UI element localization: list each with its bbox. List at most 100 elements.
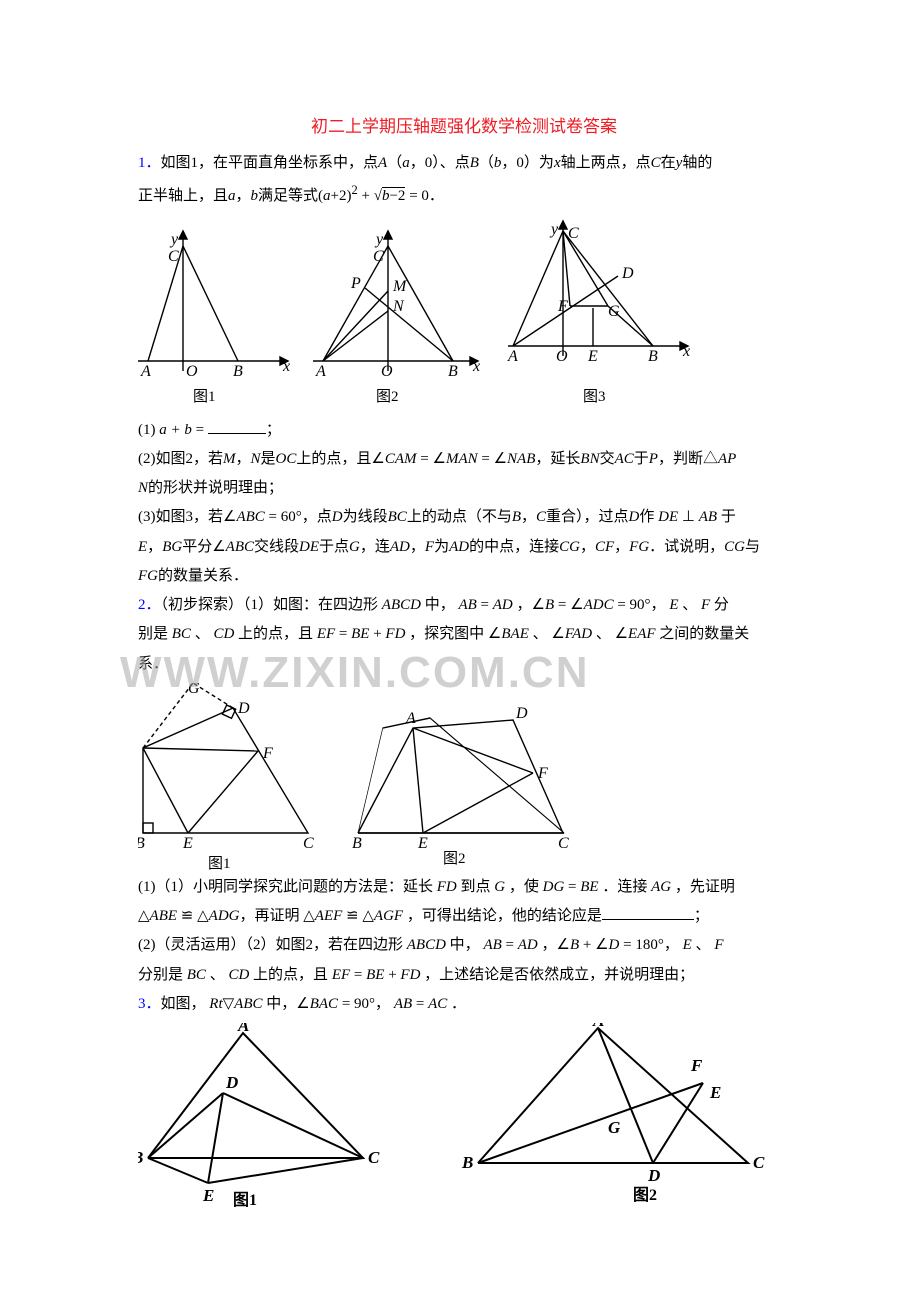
eq: ∠CAM = ∠MAN = ∠NAB (371, 451, 535, 467)
t: 上的动点（不与 (407, 509, 512, 525)
t: （初步探索）（1）如图：在四边形 (161, 597, 379, 613)
t: ABC (234, 996, 262, 1012)
t: 、 (533, 626, 548, 642)
t: b (251, 188, 259, 204)
t: 的形状并说明理由； (148, 480, 283, 496)
t: ， (410, 539, 425, 555)
svg-text:G: G (608, 1118, 621, 1137)
svg-text:C: C (373, 248, 384, 265)
t: 轴上两点，点 (561, 155, 651, 171)
t: E (138, 539, 147, 555)
t: 轴的 (682, 155, 712, 171)
eq: DE ⊥ AB (654, 509, 720, 525)
t: (1)（1）小明同学探究此问题的方法是：延长 (138, 879, 433, 895)
t: BG (162, 539, 182, 555)
t: 如图， (161, 996, 206, 1012)
t: 交 (600, 451, 615, 467)
t: BC (172, 626, 191, 642)
p1-q3a: (3)如图3，若∠ABC = 60°，点D为线段BC上的动点（不与B，C重合），… (138, 503, 790, 532)
p2-line1: 2．（初步探索）（1）如图：在四边形 ABCD 中， AB = AD ，∠B =… (138, 591, 790, 620)
t: ， (375, 996, 390, 1012)
t: 、 (596, 626, 611, 642)
t: 的数量关系． (158, 568, 248, 584)
svg-text:F: F (537, 765, 548, 782)
t: = (192, 422, 208, 438)
t: ，连 (360, 539, 390, 555)
svg-text:B: B (461, 1153, 473, 1172)
t: AP (718, 451, 736, 467)
t: (2)如图2，若 (138, 451, 223, 467)
p1-q2: (2)如图2，若M，N是OC上的点，且∠CAM = ∠MAN = ∠NAB，延长… (138, 445, 790, 474)
t: 分别是 (138, 967, 183, 983)
t: AD (449, 539, 469, 555)
p3-line1: 3．如图， Rt▽ABC 中，∠BAC = 90°， AB = AC ． (138, 990, 790, 1019)
t: ，探究图中 (409, 626, 484, 642)
t: CG (559, 539, 580, 555)
t: B (470, 155, 479, 171)
t: （ (479, 155, 494, 171)
t: (1) (138, 422, 159, 438)
t: ，判断△ (658, 451, 718, 467)
t: 中， (425, 597, 455, 613)
svg-text:E: E (417, 835, 428, 852)
svg-text:B: B (138, 1148, 143, 1167)
p2-fig1-label: 图1 (208, 855, 231, 872)
t: C (536, 509, 546, 525)
t: OC (276, 451, 297, 467)
svg-text:B: B (233, 363, 243, 380)
p1-q1: (1) a + b = ； (138, 416, 790, 445)
svg-text:x: x (682, 343, 690, 360)
svg-text:C: C (753, 1153, 765, 1172)
t: 到点 (461, 879, 491, 895)
p1-fig1-label: 图1 (193, 388, 216, 405)
svg-text:E: E (202, 1186, 214, 1205)
blank (208, 419, 266, 434)
p1-fig3-label: 图3 (583, 388, 606, 405)
t: ， (147, 539, 162, 555)
svg-text:B: B (352, 835, 362, 852)
p3-fig2-label: 图2 (633, 1186, 657, 1204)
t: a (228, 188, 236, 204)
t: ， (580, 539, 595, 555)
t: 之间的数量关 (659, 626, 749, 642)
t: ABCD (407, 937, 446, 953)
p1-q3b: E，BG平分∠ABC交线段DE于点G，连AD，F为AD的中点，连接CG，CF，F… (138, 533, 790, 562)
t: ABCD (382, 597, 421, 613)
t: ， (651, 597, 666, 613)
t: ．试说明， (649, 539, 724, 555)
svg-text:E: E (587, 348, 598, 365)
t: ，使 (509, 879, 539, 895)
svg-text:C: C (168, 248, 179, 265)
t: a (402, 155, 410, 171)
t: ， (541, 937, 556, 953)
svg-text:G: G (608, 303, 620, 320)
t: 正半轴上，且 (138, 188, 228, 204)
svg-text:C: C (558, 835, 569, 852)
svg-text:O: O (381, 363, 393, 380)
p1-figures: y C A O B x y C (138, 216, 790, 416)
blank (602, 905, 694, 920)
eq: (a+2)2 + √b−2 = 0 (318, 188, 429, 204)
svg-text:D: D (515, 705, 528, 722)
svg-text:N: N (392, 298, 405, 315)
t: CG (724, 539, 745, 555)
t: FG (138, 568, 158, 584)
eq: a + b (159, 422, 192, 438)
t: E (683, 937, 692, 953)
svg-text:A: A (315, 363, 326, 380)
t: D (629, 509, 640, 525)
t: 平分 (182, 539, 212, 555)
p2-q1b: △ABE ≌ △ADG，再证明 △AEF ≌ △AGF ，可得出结论，他的结论应… (138, 902, 790, 931)
svg-text:M: M (392, 278, 408, 295)
t: G (349, 539, 360, 555)
t: 中， (266, 996, 296, 1012)
svg-text:F: F (557, 298, 568, 315)
t: AG (651, 879, 671, 895)
svg-text:B: B (648, 348, 658, 365)
t: F (701, 597, 710, 613)
t: N (251, 451, 261, 467)
t: 与 (745, 539, 760, 555)
t: FG (629, 539, 649, 555)
t: 为线段 (343, 509, 388, 525)
svg-text:D: D (237, 700, 250, 717)
